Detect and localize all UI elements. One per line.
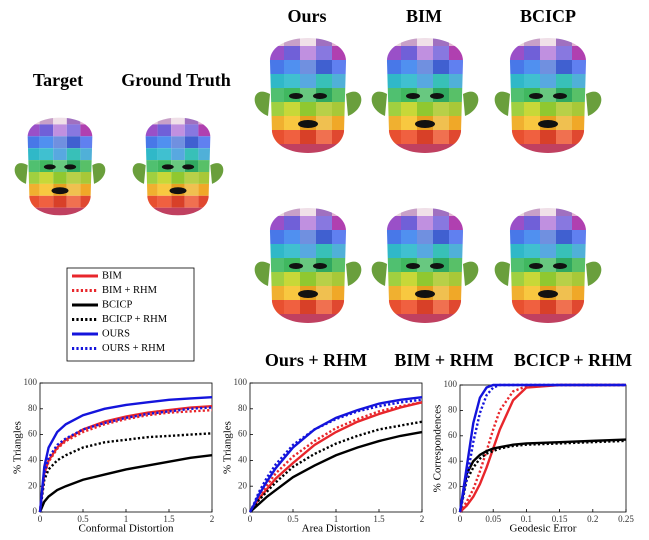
- series-line: [458, 383, 626, 513]
- series-line: [249, 420, 423, 513]
- x-tick-label: 0.1: [521, 514, 532, 524]
- series-line: [38, 406, 213, 513]
- y-tick-label: 80: [238, 403, 248, 413]
- x-tick-label: 1.5: [163, 514, 175, 524]
- series-line: [38, 395, 213, 513]
- x-tick-label: 1: [334, 514, 339, 524]
- series-line: [38, 454, 213, 513]
- y-tick-label: 60: [448, 430, 458, 440]
- series-line: [38, 432, 213, 513]
- y-tick-label: 20: [28, 480, 38, 490]
- y-axis-label: % Triangles: [12, 421, 24, 474]
- label: BCICP + RHM: [514, 350, 632, 370]
- label: Target: [33, 70, 83, 90]
- series-line: [458, 438, 627, 513]
- y-tick-label: 40: [448, 455, 458, 465]
- label: BCICP: [520, 6, 576, 26]
- series-line: [248, 401, 423, 513]
- y-tick-label: 100: [444, 379, 458, 389]
- x-tick-label: 2: [210, 514, 215, 524]
- plot-area: [39, 382, 213, 513]
- y-tick-label: 60: [28, 429, 38, 439]
- x-tick-label: 0.5: [287, 514, 299, 524]
- x-tick-label: 0: [458, 514, 463, 524]
- y-tick-label: 0: [453, 506, 458, 516]
- legend-label: BCICP + RHM: [102, 314, 168, 325]
- y-tick-label: 0: [243, 506, 248, 516]
- series-line: [458, 383, 626, 513]
- x-tick-label: 0.5: [77, 514, 89, 524]
- y-tick-label: 100: [24, 377, 38, 387]
- x-axis-label: Geodesic Error: [510, 523, 577, 535]
- label: BIM + RHM: [394, 350, 493, 370]
- y-tick-label: 80: [28, 403, 38, 413]
- legend-label: BIM + RHM: [102, 285, 158, 296]
- series-line: [458, 383, 626, 513]
- y-tick-label: 100: [234, 377, 248, 387]
- y-tick-label: 20: [238, 480, 248, 490]
- legend-label: BCICP: [102, 299, 133, 310]
- label: BIM: [406, 6, 442, 26]
- y-tick-label: 60: [238, 429, 248, 439]
- x-tick-label: 0.25: [618, 514, 634, 524]
- x-tick-label: 1: [124, 514, 129, 524]
- x-tick-label: 0.05: [485, 514, 501, 524]
- label: Ours: [287, 6, 326, 26]
- x-axis-label: Area Distortion: [302, 523, 371, 535]
- series-line: [458, 439, 627, 513]
- x-tick-label: 1.5: [373, 514, 385, 524]
- x-axis-label: Conformal Distortion: [78, 523, 174, 535]
- legend-label: OURS + RHM: [102, 343, 166, 354]
- label: Ground Truth: [121, 70, 231, 90]
- y-axis-label: % Triangles: [222, 421, 234, 474]
- y-axis-label: % Correspondences: [432, 405, 444, 493]
- x-tick-label: 0.15: [552, 514, 568, 524]
- plot-area: [459, 384, 627, 513]
- y-tick-label: 40: [28, 454, 38, 464]
- y-tick-label: 20: [448, 481, 458, 491]
- x-tick-label: 2: [420, 514, 425, 524]
- series-line: [248, 398, 423, 513]
- x-tick-label: 0: [38, 514, 43, 524]
- y-tick-label: 80: [448, 404, 458, 414]
- legend-box: [66, 267, 195, 362]
- series-line: [249, 430, 423, 513]
- series-line: [459, 383, 626, 513]
- y-tick-label: 40: [238, 454, 248, 464]
- label: Ours + RHM: [265, 350, 367, 370]
- legend-label: BIM: [102, 270, 123, 281]
- x-tick-label: 0.2: [587, 514, 598, 524]
- x-tick-label: 0: [248, 514, 253, 524]
- plot-area: [249, 382, 423, 513]
- y-tick-label: 0: [33, 506, 38, 516]
- legend-label: OURS: [102, 328, 130, 339]
